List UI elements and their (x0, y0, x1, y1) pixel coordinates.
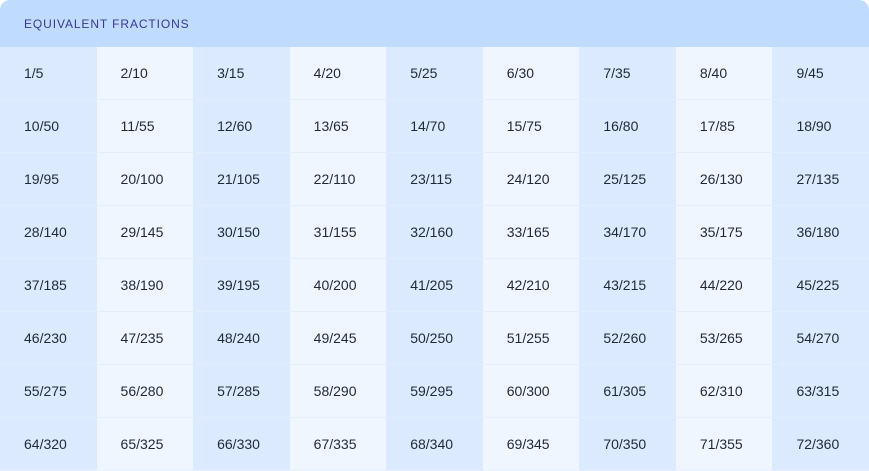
fraction-cell: 62/310 (675, 365, 773, 417)
fraction-cell: 64/320 (0, 418, 97, 470)
fraction-cell: 53/265 (675, 312, 773, 364)
fraction-cell: 66/330 (193, 418, 290, 470)
card-title: EQUIVALENT FRACTIONS (0, 0, 869, 47)
fraction-cell: 10/50 (0, 100, 97, 152)
fraction-cell: 63/315 (772, 365, 869, 417)
fraction-cell: 70/350 (579, 418, 676, 470)
fraction-cell: 38/190 (96, 259, 194, 311)
fraction-cell: 23/115 (386, 153, 483, 205)
fraction-cell: 20/100 (96, 153, 194, 205)
fraction-cell: 15/75 (482, 100, 580, 152)
fraction-cell: 28/140 (0, 206, 97, 258)
fraction-cell: 41/205 (386, 259, 483, 311)
fraction-cell: 49/245 (289, 312, 387, 364)
fraction-cell: 39/195 (193, 259, 290, 311)
fraction-cell: 11/55 (96, 100, 194, 152)
fraction-cell: 25/125 (579, 153, 676, 205)
fraction-cell: 65/325 (96, 418, 194, 470)
fraction-cell: 54/270 (772, 312, 869, 364)
fraction-cell: 27/135 (772, 153, 869, 205)
fraction-cell: 67/335 (289, 418, 387, 470)
fraction-cell: 52/260 (579, 312, 676, 364)
fraction-cell: 68/340 (386, 418, 483, 470)
fraction-cell: 24/120 (482, 153, 580, 205)
fraction-cell: 6/30 (482, 47, 580, 99)
fraction-cell: 56/280 (96, 365, 194, 417)
fraction-cell: 26/130 (675, 153, 773, 205)
fraction-cell: 59/295 (386, 365, 483, 417)
fraction-cell: 55/275 (0, 365, 97, 417)
fraction-cell: 45/225 (772, 259, 869, 311)
fraction-cell: 22/110 (289, 153, 387, 205)
fraction-cell: 3/15 (193, 47, 290, 99)
fraction-cell: 30/150 (193, 206, 290, 258)
fraction-cell: 8/40 (675, 47, 773, 99)
fraction-cell: 60/300 (482, 365, 580, 417)
fraction-cell: 51/255 (482, 312, 580, 364)
fraction-cell: 43/215 (579, 259, 676, 311)
fraction-cell: 1/5 (0, 47, 97, 99)
fraction-cell: 21/105 (193, 153, 290, 205)
fraction-cell: 46/230 (0, 312, 97, 364)
fraction-cell: 17/85 (675, 100, 773, 152)
fraction-cell: 19/95 (0, 153, 97, 205)
fraction-cell: 16/80 (579, 100, 676, 152)
fraction-cell: 58/290 (289, 365, 387, 417)
fraction-cell: 50/250 (386, 312, 483, 364)
fraction-cell: 47/235 (96, 312, 194, 364)
fraction-cell: 7/35 (579, 47, 676, 99)
fraction-cell: 71/355 (675, 418, 773, 470)
fraction-cell: 61/305 (579, 365, 676, 417)
fraction-cell: 48/240 (193, 312, 290, 364)
fraction-cell: 4/20 (289, 47, 387, 99)
fraction-cell: 14/70 (386, 100, 483, 152)
fraction-cell: 13/65 (289, 100, 387, 152)
fraction-cell: 33/165 (482, 206, 580, 258)
fraction-cell: 31/155 (289, 206, 387, 258)
fraction-cell: 9/45 (772, 47, 869, 99)
fraction-cell: 2/10 (96, 47, 194, 99)
fraction-cell: 57/285 (193, 365, 290, 417)
fraction-cell: 35/175 (675, 206, 773, 258)
fraction-cell: 18/90 (772, 100, 869, 152)
fraction-cell: 40/200 (289, 259, 387, 311)
fraction-cell: 34/170 (579, 206, 676, 258)
fraction-cell: 5/25 (386, 47, 483, 99)
fraction-cell: 29/145 (96, 206, 194, 258)
fraction-cell: 36/180 (772, 206, 869, 258)
fraction-cell: 72/360 (772, 418, 869, 470)
fractions-grid: 1/5 2/10 3/15 4/20 5/25 6/30 7/35 8/40 9/45 10/50… (0, 47, 869, 470)
fraction-cell: 44/220 (675, 259, 773, 311)
fraction-cell: 42/210 (482, 259, 580, 311)
fraction-cell: 12/60 (193, 100, 290, 152)
fraction-cell: 32/160 (386, 206, 483, 258)
fraction-cell: 69/345 (482, 418, 580, 470)
fraction-cell: 37/185 (0, 259, 97, 311)
